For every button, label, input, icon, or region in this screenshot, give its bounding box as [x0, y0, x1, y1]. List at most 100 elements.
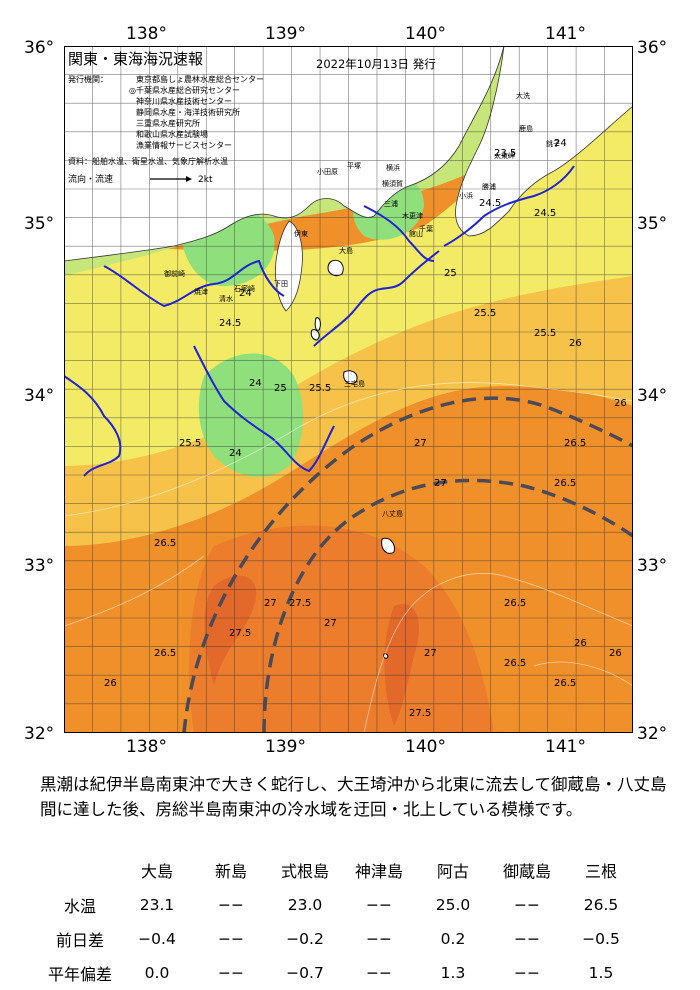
- map-date: 2022年10月13日 発行: [316, 57, 436, 71]
- isotherm-label: 26.5: [504, 658, 526, 669]
- table-cell: −0.5: [582, 930, 620, 948]
- place-name: 三浦: [384, 199, 398, 208]
- publisher-3: 神奈川県水産技術センター: [136, 96, 232, 106]
- place-name: 銚子: [546, 139, 560, 148]
- publisher-2: ◎千葉県水産総合研究センター: [129, 85, 240, 95]
- land-boso: [455, 46, 633, 237]
- isotherm-label: 24: [239, 288, 252, 299]
- lon-label-138-top: 138°: [126, 24, 167, 44]
- col-mitsune: 三根: [584, 862, 617, 881]
- isotherm-label: 26.5: [154, 538, 176, 549]
- place-name: 八丈島: [382, 509, 403, 518]
- table-cell: 23.1: [139, 896, 175, 914]
- lat-lon-grid: [64, 46, 633, 733]
- table-row: 前日差 −0.4 −− −0.2 −− 0.2 −− −0.5: [40, 922, 638, 956]
- col-shikinejima: 式根島: [280, 862, 329, 881]
- table-row: 水温 23.1 −− 23.0 −− 25.0 −− 26.5: [40, 888, 638, 922]
- lat-label-33-right: 33°: [637, 556, 668, 576]
- lat-label-35-right: 35°: [637, 214, 668, 234]
- place-name: 横浜: [386, 163, 400, 172]
- place-name: 三宅島: [344, 379, 365, 388]
- table-cell: −−: [514, 964, 540, 982]
- table-cell: −−: [514, 930, 540, 948]
- isotherm-label: 26.5: [504, 598, 526, 609]
- col-kozushima: 神津島: [354, 862, 403, 881]
- isotherm-label: 27: [264, 598, 277, 609]
- data-source: 資料：船舶水温、衛星水温、気象庁解析水温: [68, 156, 228, 166]
- lon-label-140-bottom: 140°: [405, 737, 446, 757]
- place-name: 太東岬: [494, 151, 515, 160]
- isotherm-lines: [64, 382, 633, 733]
- isotherm-label: 24.5: [219, 318, 241, 329]
- place-name: 木更津: [402, 211, 423, 220]
- publisher-1: 東京都島しょ農林水産総合センター: [136, 74, 264, 84]
- place-name: 勝浦: [482, 182, 496, 191]
- row-label: 平年偏差: [47, 965, 112, 984]
- table-cell: −−: [366, 930, 392, 948]
- table-cell: −−: [366, 964, 392, 982]
- isotherm-label: 26: [614, 398, 627, 409]
- lon-label-139-top: 139°: [265, 24, 306, 44]
- place-name: 平塚: [347, 161, 361, 170]
- isotherm-label: 27: [324, 618, 337, 629]
- isotherm-label: 26.5: [554, 478, 576, 489]
- place-name: 焼津: [194, 287, 208, 296]
- warm-water-zone: [189, 525, 494, 733]
- place-name: 千葉: [419, 224, 433, 233]
- cold-water-zone-1: [198, 353, 304, 477]
- place-name: 館山: [409, 229, 423, 238]
- isotherm-label: 27: [414, 438, 427, 449]
- lat-label-36-left: 36°: [24, 38, 55, 58]
- isotherm-label: 24: [554, 138, 567, 149]
- isotherm-label: 26: [574, 638, 587, 649]
- isotherm-label: 26: [609, 648, 622, 659]
- isotherm-label: 25.5: [179, 438, 201, 449]
- publisher-5: 三重県水産研究所: [136, 118, 200, 128]
- isotherm-label: 27.5: [289, 598, 311, 609]
- isotherm-label: 26.5: [554, 678, 576, 689]
- isotherm-label: 25: [274, 383, 287, 394]
- isotherm-label: 26.5: [564, 438, 586, 449]
- isotherm-label: 26.5: [154, 648, 176, 659]
- place-name: 小田原: [317, 167, 338, 176]
- place-name: 大洗: [516, 91, 530, 100]
- isotherm-label: 27.5: [229, 628, 251, 639]
- lon-label-140-top: 140°: [405, 24, 446, 44]
- table-cell: −−: [218, 930, 244, 948]
- table-cell: −0.7: [286, 964, 324, 982]
- island-temperature-table: 大島 新島 式根島 神津島 阿古 御蔵島 三根 水温 23.1 −− 23.0 …: [40, 852, 638, 990]
- table-cell: 26.5: [583, 896, 619, 914]
- place-name: 小浜: [459, 191, 473, 200]
- isotherm-label: 27: [434, 478, 447, 489]
- sea-temperature-map: 関東・東海海況速報 2022年10月13日 発行 発行機関： 東京都島しょ農林水…: [64, 46, 633, 733]
- table-corner: [40, 852, 120, 888]
- lat-label-32-right: 32°: [637, 724, 668, 744]
- isotherm-label: 25.5: [474, 308, 496, 319]
- col-niijima: 新島: [214, 862, 247, 881]
- lon-label-139-bottom: 139°: [265, 737, 306, 757]
- lat-label-36-right: 36°: [637, 38, 668, 58]
- publisher-7: 漁業情報サービスセンター: [136, 140, 232, 150]
- lon-label-138-bottom: 138°: [126, 737, 167, 757]
- table-cell: −−: [218, 964, 244, 982]
- table-cell: −−: [218, 896, 244, 914]
- table-cell: −0.2: [286, 930, 324, 948]
- isotherm-label: 24: [229, 448, 242, 459]
- isotherm-label: 26: [104, 678, 117, 689]
- table-cell: −−: [366, 896, 392, 914]
- place-name: 鹿島: [519, 124, 533, 133]
- isotherm-label: 24.5: [534, 208, 556, 219]
- table-cell: 23.0: [287, 896, 323, 914]
- map-frame: [64, 46, 633, 733]
- table-header-row: 大島 新島 式根島 神津島 阿古 御蔵島 三根: [40, 852, 638, 888]
- isotherm-label: 27: [424, 648, 437, 659]
- table-cell: 1.3: [440, 964, 466, 982]
- lat-label-32-left: 32°: [24, 724, 55, 744]
- kuroshio-axis: [182, 396, 633, 733]
- publisher-label: 発行機関：: [68, 74, 108, 84]
- row-label: 前日差: [55, 931, 104, 950]
- table-cell: −−: [514, 896, 540, 914]
- hot-patch-1: [204, 575, 257, 686]
- lon-label-141-top: 141°: [545, 24, 586, 44]
